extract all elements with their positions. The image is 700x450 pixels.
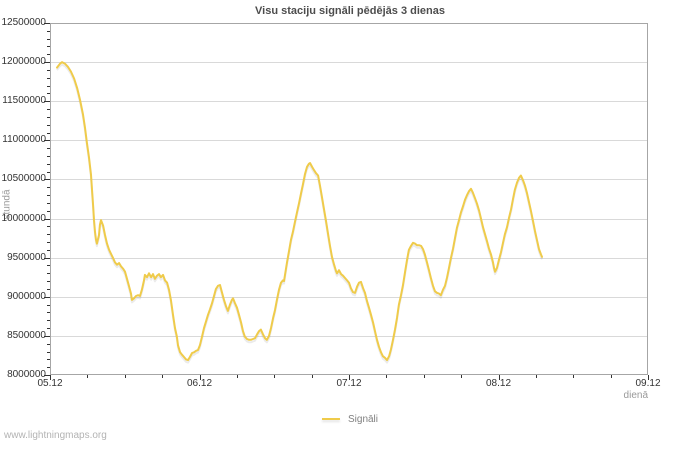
legend-label: Signāli [347,413,379,425]
x-tick-label: 05.12 [37,378,63,389]
y-tick-label: 9500000 [7,251,46,263]
x-axis-unit-label: dienā [623,390,648,401]
y-tick-label: 11500000 [2,95,46,107]
legend-line-swatch [321,418,340,420]
signal-line [56,61,543,362]
x-tick-label: 07.12 [336,378,362,389]
y-tick-label: 12500000 [1,17,47,28]
signal-line-shadow [56,63,543,364]
y-tick-label: 9000000 [7,290,46,302]
y-tick-label: 11000000 [2,134,46,146]
y-tick-label: 8500000 [7,329,46,341]
x-tick-label: 06.12 [186,378,213,389]
x-tick-label: 08.12 [485,378,512,389]
x-tick-label: 09.12 [635,378,661,389]
y-tick-label: 12000000 [1,56,47,68]
y-tick-label: 10000000 [1,212,47,224]
chart-title: Visu staciju signāli pēdējās 3 dienas [255,5,445,17]
watermark-url: www.lightningmaps.org [4,430,107,441]
legend: Signāli [321,412,379,426]
plot-frame [50,23,648,375]
y-tick-label: 10500000 [1,173,47,185]
y-tick-label: 8000000 [7,369,46,380]
